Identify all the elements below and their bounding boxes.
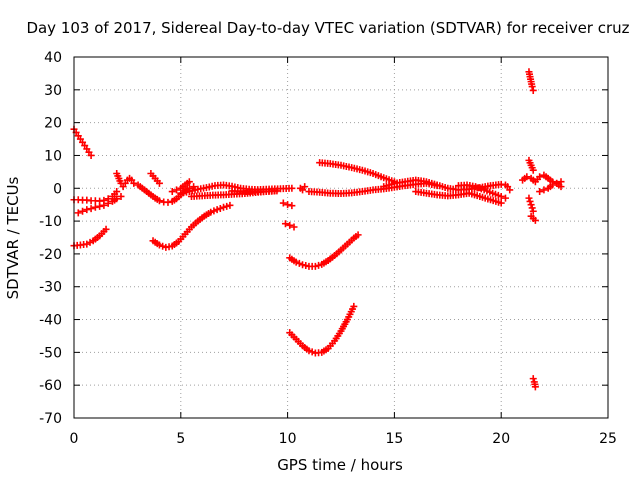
data-point bbox=[529, 207, 537, 215]
data-point bbox=[74, 209, 82, 217]
x-axis-label: GPS time / hours bbox=[277, 456, 403, 474]
data-point bbox=[113, 188, 121, 196]
data-point bbox=[528, 83, 536, 91]
data-point bbox=[529, 375, 537, 383]
data-point bbox=[207, 208, 215, 216]
data-point bbox=[96, 202, 104, 210]
x-tick-label: 15 bbox=[385, 431, 403, 447]
data-point-fill bbox=[315, 261, 323, 269]
x-tick-label: 0 bbox=[70, 431, 79, 447]
y-tick-label: -60 bbox=[39, 378, 62, 394]
data-point bbox=[301, 183, 309, 191]
data-point-fill bbox=[528, 204, 536, 212]
data-point bbox=[529, 166, 537, 174]
y-tick-label: -20 bbox=[39, 247, 62, 263]
data-point bbox=[168, 188, 176, 196]
data-point bbox=[557, 178, 565, 186]
data-point bbox=[113, 195, 121, 203]
data-point bbox=[100, 201, 108, 209]
y-tick-label: 30 bbox=[44, 83, 62, 99]
data-point bbox=[164, 198, 172, 206]
data-point bbox=[525, 194, 533, 202]
chart-title: Day 103 of 2017, Sidereal Day-to-day VTE… bbox=[26, 19, 629, 37]
data-point bbox=[79, 207, 87, 215]
data-point bbox=[279, 199, 287, 207]
data-point bbox=[130, 179, 138, 187]
data-point bbox=[531, 383, 539, 391]
points-layer bbox=[70, 68, 565, 391]
data-point bbox=[531, 216, 539, 224]
ticks-layer: 0 5 10 15 20 25 -70 -60 -50 -40 -30 -20 -10 0 10 20 30 40 bbox=[39, 50, 617, 447]
data-point bbox=[311, 262, 319, 270]
data-point-fill bbox=[223, 202, 231, 210]
data-point bbox=[553, 179, 561, 187]
data-point-fill bbox=[216, 204, 224, 212]
data-point bbox=[506, 186, 514, 194]
data-point bbox=[497, 192, 505, 200]
y-tick-label: -10 bbox=[39, 214, 62, 230]
data-point bbox=[305, 347, 313, 355]
data-point bbox=[281, 220, 289, 228]
data-point bbox=[155, 197, 163, 205]
data-point bbox=[501, 194, 509, 202]
data-point bbox=[87, 151, 95, 159]
data-point bbox=[117, 192, 125, 200]
data-point bbox=[173, 186, 181, 194]
data-point bbox=[536, 188, 544, 196]
data-point bbox=[220, 203, 228, 211]
data-point bbox=[350, 302, 358, 310]
data-point bbox=[91, 203, 99, 211]
y-axis-label: SDTVAR / TECUs bbox=[4, 176, 22, 299]
data-point bbox=[155, 241, 163, 249]
data-point bbox=[548, 181, 556, 189]
y-tick-label: 0 bbox=[53, 181, 62, 197]
data-point bbox=[190, 183, 198, 191]
grid-layer bbox=[74, 57, 608, 418]
data-point bbox=[540, 186, 548, 194]
data-point bbox=[497, 199, 505, 207]
data-point bbox=[523, 173, 531, 181]
data-point-fill bbox=[210, 207, 218, 215]
data-point bbox=[288, 184, 296, 192]
y-tick-label: -40 bbox=[39, 313, 62, 329]
data-point bbox=[226, 201, 234, 209]
y-tick-label: 20 bbox=[44, 116, 62, 132]
data-point bbox=[536, 173, 544, 181]
x-tick-label: 10 bbox=[279, 431, 297, 447]
data-point bbox=[213, 206, 221, 214]
data-point bbox=[529, 86, 537, 94]
data-point-fill bbox=[295, 259, 303, 267]
y-tick-label: 10 bbox=[44, 148, 62, 164]
x-tick-label: 20 bbox=[492, 431, 510, 447]
data-point bbox=[284, 201, 292, 209]
data-point bbox=[290, 223, 298, 231]
x-tick-label: 5 bbox=[176, 431, 185, 447]
data-point-fill bbox=[302, 262, 310, 270]
data-point bbox=[354, 231, 362, 239]
data-point-fill bbox=[308, 348, 316, 356]
data-point bbox=[271, 187, 279, 195]
data-point bbox=[185, 178, 193, 186]
data-point-fill bbox=[159, 242, 167, 250]
data-point bbox=[292, 258, 300, 266]
data-point bbox=[155, 179, 163, 187]
y-tick-label: 40 bbox=[44, 50, 62, 66]
data-point bbox=[288, 202, 296, 210]
y-tick-label: -50 bbox=[39, 345, 62, 361]
data-point bbox=[83, 206, 91, 214]
data-point bbox=[299, 261, 307, 269]
data-point bbox=[286, 221, 294, 229]
data-point bbox=[87, 205, 95, 213]
data-point-fill bbox=[526, 197, 534, 205]
y-tick-label: -70 bbox=[39, 411, 62, 427]
x-tick-label: 25 bbox=[599, 431, 617, 447]
data-point bbox=[102, 225, 110, 233]
data-point bbox=[527, 201, 535, 209]
plot-frame bbox=[73, 56, 609, 419]
y-tick-label: -30 bbox=[39, 280, 62, 296]
data-point bbox=[104, 199, 112, 207]
